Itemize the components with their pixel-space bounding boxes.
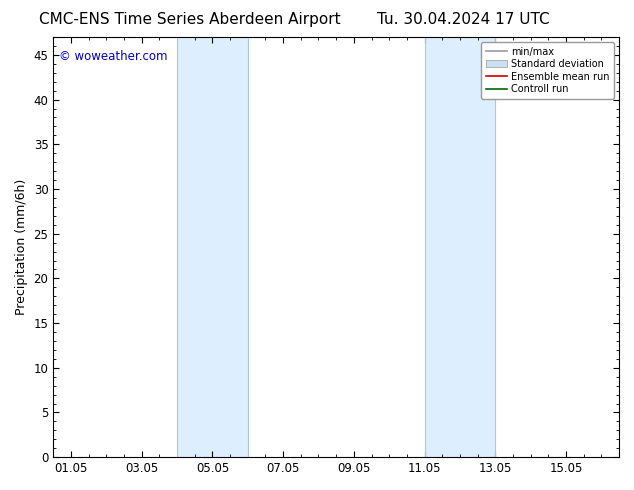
Legend: min/max, Standard deviation, Ensemble mean run, Controll run: min/max, Standard deviation, Ensemble me… [481,42,614,99]
Text: Tu. 30.04.2024 17 UTC: Tu. 30.04.2024 17 UTC [377,12,549,27]
Bar [177,37,248,457]
Text: CMC-ENS Time Series Aberdeen Airport: CMC-ENS Time Series Aberdeen Airport [39,12,341,27]
Text: © woweather.com: © woweather.com [59,49,167,63]
Y-axis label: Precipitation (mm/6h): Precipitation (mm/6h) [15,179,28,315]
Bar [425,37,495,457]
